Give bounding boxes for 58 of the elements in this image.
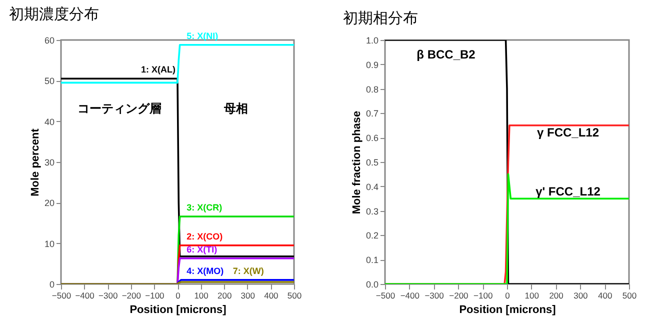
x-tick-label: 500 [622, 290, 637, 300]
x-tick-label: −500 [376, 290, 396, 300]
y-tick-label: 0.4 [366, 182, 378, 192]
x-tick-label: −200 [449, 290, 469, 300]
x-tick-label: 100 [194, 290, 209, 300]
y-tick-label: 0.2 [366, 230, 378, 241]
x-tick-label: −400 [75, 290, 95, 300]
x-tick-label: −300 [424, 290, 444, 300]
series-label: 3: X(CR) [186, 202, 222, 212]
y-tick-label: 0 [49, 280, 54, 290]
x-tick-label: 400 [264, 290, 279, 300]
x-tick-label: 0 [505, 290, 510, 300]
annotation: 母相 [222, 101, 248, 116]
x-axis-title: Position [microns] [130, 304, 227, 316]
series-label: 2: X(CO) [186, 231, 223, 242]
x-tick-label: 500 [287, 290, 302, 300]
y-axis-title: Mole fraction phase [350, 110, 363, 214]
y-axis-title: Mole percent [29, 128, 42, 196]
y-tick-label: 40 [44, 116, 54, 127]
y-tick-label: 0.0 [366, 280, 378, 290]
x-tick-label: −200 [122, 290, 142, 300]
y-tick-label: 20 [44, 198, 54, 208]
y-tick-label: 0.5 [366, 158, 378, 168]
x-tick-label: −400 [400, 290, 420, 300]
x-tick-label: −300 [98, 290, 118, 300]
x-tick-label: −500 [52, 290, 72, 300]
chart-title: 初期相分布 [343, 10, 418, 27]
x-tick-label: 300 [574, 290, 588, 300]
x-tick-label: 100 [524, 290, 540, 300]
x-tick-label: −100 [474, 290, 493, 300]
x-tick-label: 300 [240, 290, 256, 300]
annotation: γ FCC_L12 [536, 126, 600, 140]
chart-title: 初期濃度分布 [9, 6, 99, 23]
series-label: 6: X(TI) [186, 244, 218, 254]
y-tick-label: 0.8 [366, 84, 378, 94]
y-tick-label: 50 [44, 76, 54, 86]
x-tick-label: 0 [176, 290, 181, 300]
x-tick-label: −100 [145, 290, 165, 300]
y-tick-label: 0.7 [366, 108, 378, 119]
y-tick-label: 30 [44, 158, 54, 168]
y-tick-label: 60 [44, 36, 54, 46]
x-tick-label: 200 [218, 290, 232, 300]
y-tick-label: 10 [44, 238, 54, 249]
x-tick-label: 200 [549, 290, 564, 300]
y-tick-label: 0.3 [366, 206, 378, 216]
series-label: 4: X(MO) [186, 266, 224, 276]
annotation: γ' FCC_L12 [536, 184, 601, 198]
x-tick-label: 400 [598, 290, 612, 300]
annotation: β BCC_B2 [416, 48, 476, 62]
x-axis-title: Position [microns] [459, 304, 556, 316]
y-tick-label: 0.1 [366, 255, 378, 266]
series-label: 7: X(W) [232, 266, 264, 276]
series-label: 5: X(NI) [186, 30, 218, 41]
y-tick-label: 0.6 [366, 133, 378, 144]
y-tick-label: 0.9 [366, 60, 378, 70]
series-label: 1: X(AL) [141, 64, 176, 75]
annotation: コーティング層 [77, 101, 162, 116]
y-tick-label: 1.0 [366, 36, 378, 46]
